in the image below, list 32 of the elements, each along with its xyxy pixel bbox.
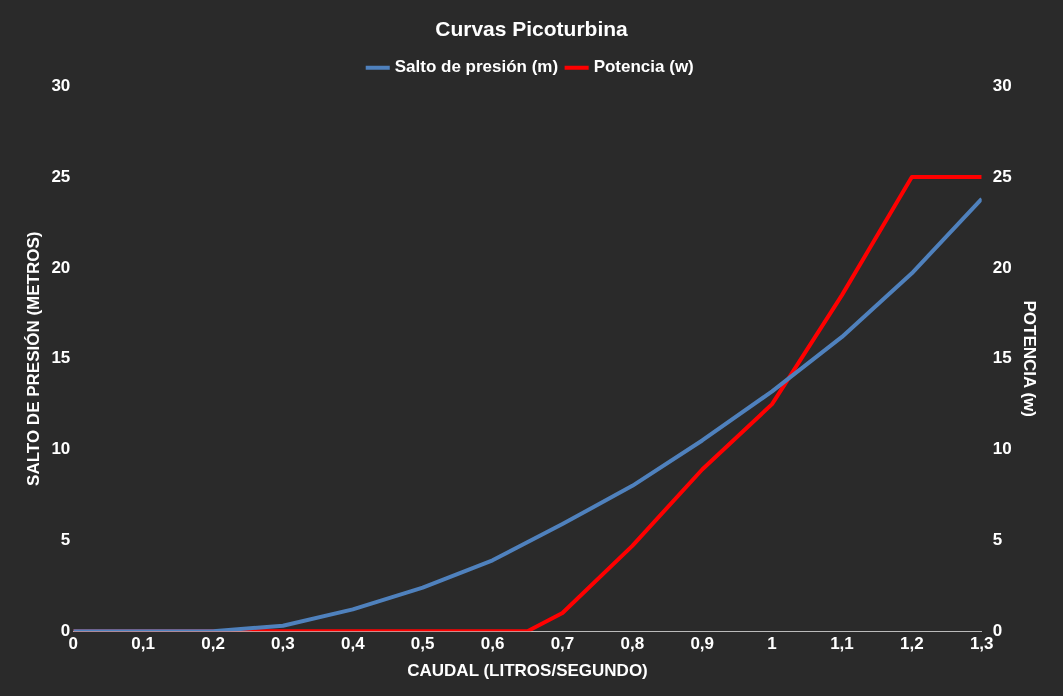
x-tick-label: 1,3 xyxy=(969,634,994,654)
y2-tick-label: 25 xyxy=(992,166,1012,186)
x-tick-label: 1,1 xyxy=(830,634,854,654)
y2-tick-label: 30 xyxy=(992,75,1012,95)
y-tick-label: 15 xyxy=(51,348,71,368)
x-tick-label: 1,2 xyxy=(899,634,924,654)
y-tick-label: 25 xyxy=(51,166,71,186)
y2-tick-label: 5 xyxy=(992,530,1003,550)
y-axis-title: SALTO DE PRESIÓN (METROS) xyxy=(23,231,43,486)
x-tick-label: 1 xyxy=(767,634,777,654)
x-tick-label: 0,4 xyxy=(340,634,366,654)
y-tick-label: 20 xyxy=(51,257,71,277)
x-tick-label: 0,7 xyxy=(550,634,575,654)
x-tick-label: 0,6 xyxy=(480,634,505,654)
y-tick-label: 5 xyxy=(60,530,71,550)
y2-tick-label: 0 xyxy=(992,620,1003,640)
x-tick-label: 0,1 xyxy=(131,634,156,654)
y2-tick-label: 15 xyxy=(992,348,1012,368)
y-tick-label: 10 xyxy=(51,439,71,459)
x-axis-title: CAUDAL (LITROS/SEGUNDO) xyxy=(407,661,648,681)
y2-axis-title: POTENCIA (w) xyxy=(1020,300,1040,417)
y-tick-label: 30 xyxy=(51,75,71,95)
chart-title: Curvas Picoturbina xyxy=(435,17,629,41)
x-tick-label: 0,5 xyxy=(410,634,435,654)
x-tick-label: 0,8 xyxy=(620,634,645,654)
legend-label: Potencia (w) xyxy=(593,57,694,77)
legend-label: Salto de presión (m) xyxy=(394,57,559,77)
x-tick-label: 0,3 xyxy=(271,634,295,654)
y2-tick-label: 20 xyxy=(992,257,1012,277)
y2-tick-label: 10 xyxy=(992,439,1012,459)
x-tick-label: 0,2 xyxy=(201,634,225,654)
x-tick-label: 0,9 xyxy=(690,634,715,654)
